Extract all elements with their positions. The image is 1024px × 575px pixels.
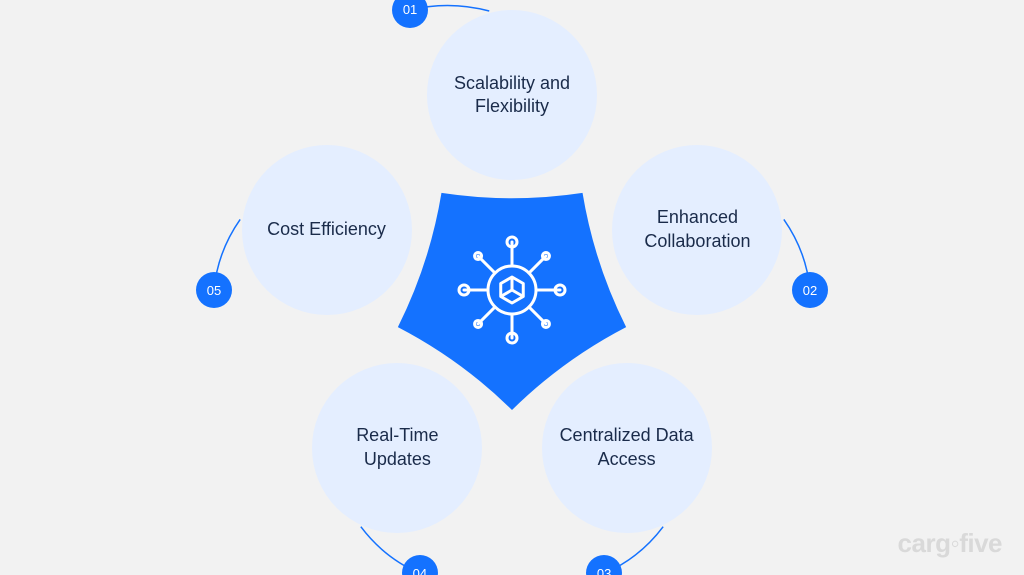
petal-04: Real-Time Updates xyxy=(312,363,482,533)
badge-02: 02 xyxy=(792,272,828,308)
badge-05: 05 xyxy=(196,272,232,308)
petal-02: Enhanced Collaboration xyxy=(612,145,782,315)
badge-number: 01 xyxy=(403,2,417,17)
badge-03: 03 xyxy=(586,555,622,575)
petal-label-02: Enhanced Collaboration xyxy=(627,206,767,253)
network-hub-icon xyxy=(447,225,577,355)
petal-label-05: Cost Efficiency xyxy=(267,218,386,241)
badge-number: 05 xyxy=(207,283,221,298)
badge-number: 02 xyxy=(803,283,817,298)
petal-label-03: Centralized Data Access xyxy=(557,424,697,471)
petal-05: Cost Efficiency xyxy=(242,145,412,315)
watermark-logo: carg◦five xyxy=(898,528,1002,559)
petal-01: Scalability and Flexibility xyxy=(427,10,597,180)
badge-number: 03 xyxy=(597,566,611,575)
badge-04: 04 xyxy=(402,555,438,575)
petal-03: Centralized Data Access xyxy=(542,363,712,533)
watermark-ring-icon: ◦ xyxy=(950,528,959,558)
watermark-text-before: carg xyxy=(898,528,951,558)
petal-label-01: Scalability and Flexibility xyxy=(442,72,582,119)
infographic-canvas: carg◦five Scalability and Flexibility 01 E… xyxy=(0,0,1024,575)
badge-number: 04 xyxy=(413,566,427,575)
petal-label-04: Real-Time Updates xyxy=(327,424,467,471)
badge-01: 01 xyxy=(392,0,428,28)
watermark-text-after: five xyxy=(959,528,1002,558)
